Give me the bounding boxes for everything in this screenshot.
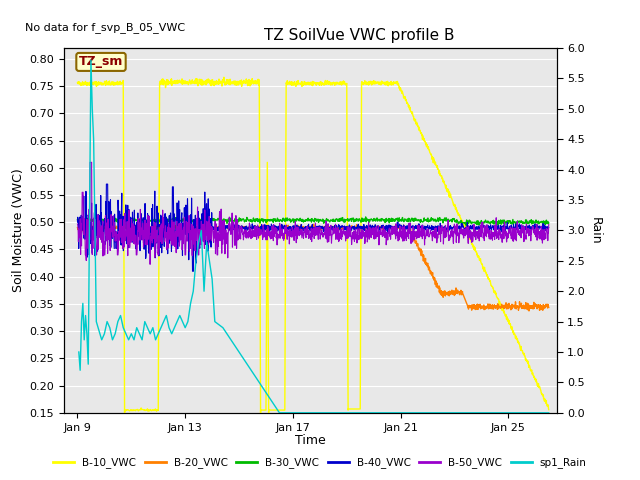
Legend: B-10_VWC, B-20_VWC, B-30_VWC, B-40_VWC, B-50_VWC, sp1_Rain: B-10_VWC, B-20_VWC, B-30_VWC, B-40_VWC, … — [49, 453, 591, 472]
Title: TZ SoilVue VWC profile B: TZ SoilVue VWC profile B — [264, 28, 455, 43]
X-axis label: Time: Time — [295, 434, 326, 447]
Y-axis label: Soil Moisture (VWC): Soil Moisture (VWC) — [12, 168, 26, 292]
Text: No data for f_svp_B_05_VWC: No data for f_svp_B_05_VWC — [24, 23, 185, 34]
Y-axis label: Rain: Rain — [589, 216, 602, 244]
Text: TZ_sm: TZ_sm — [79, 55, 123, 69]
